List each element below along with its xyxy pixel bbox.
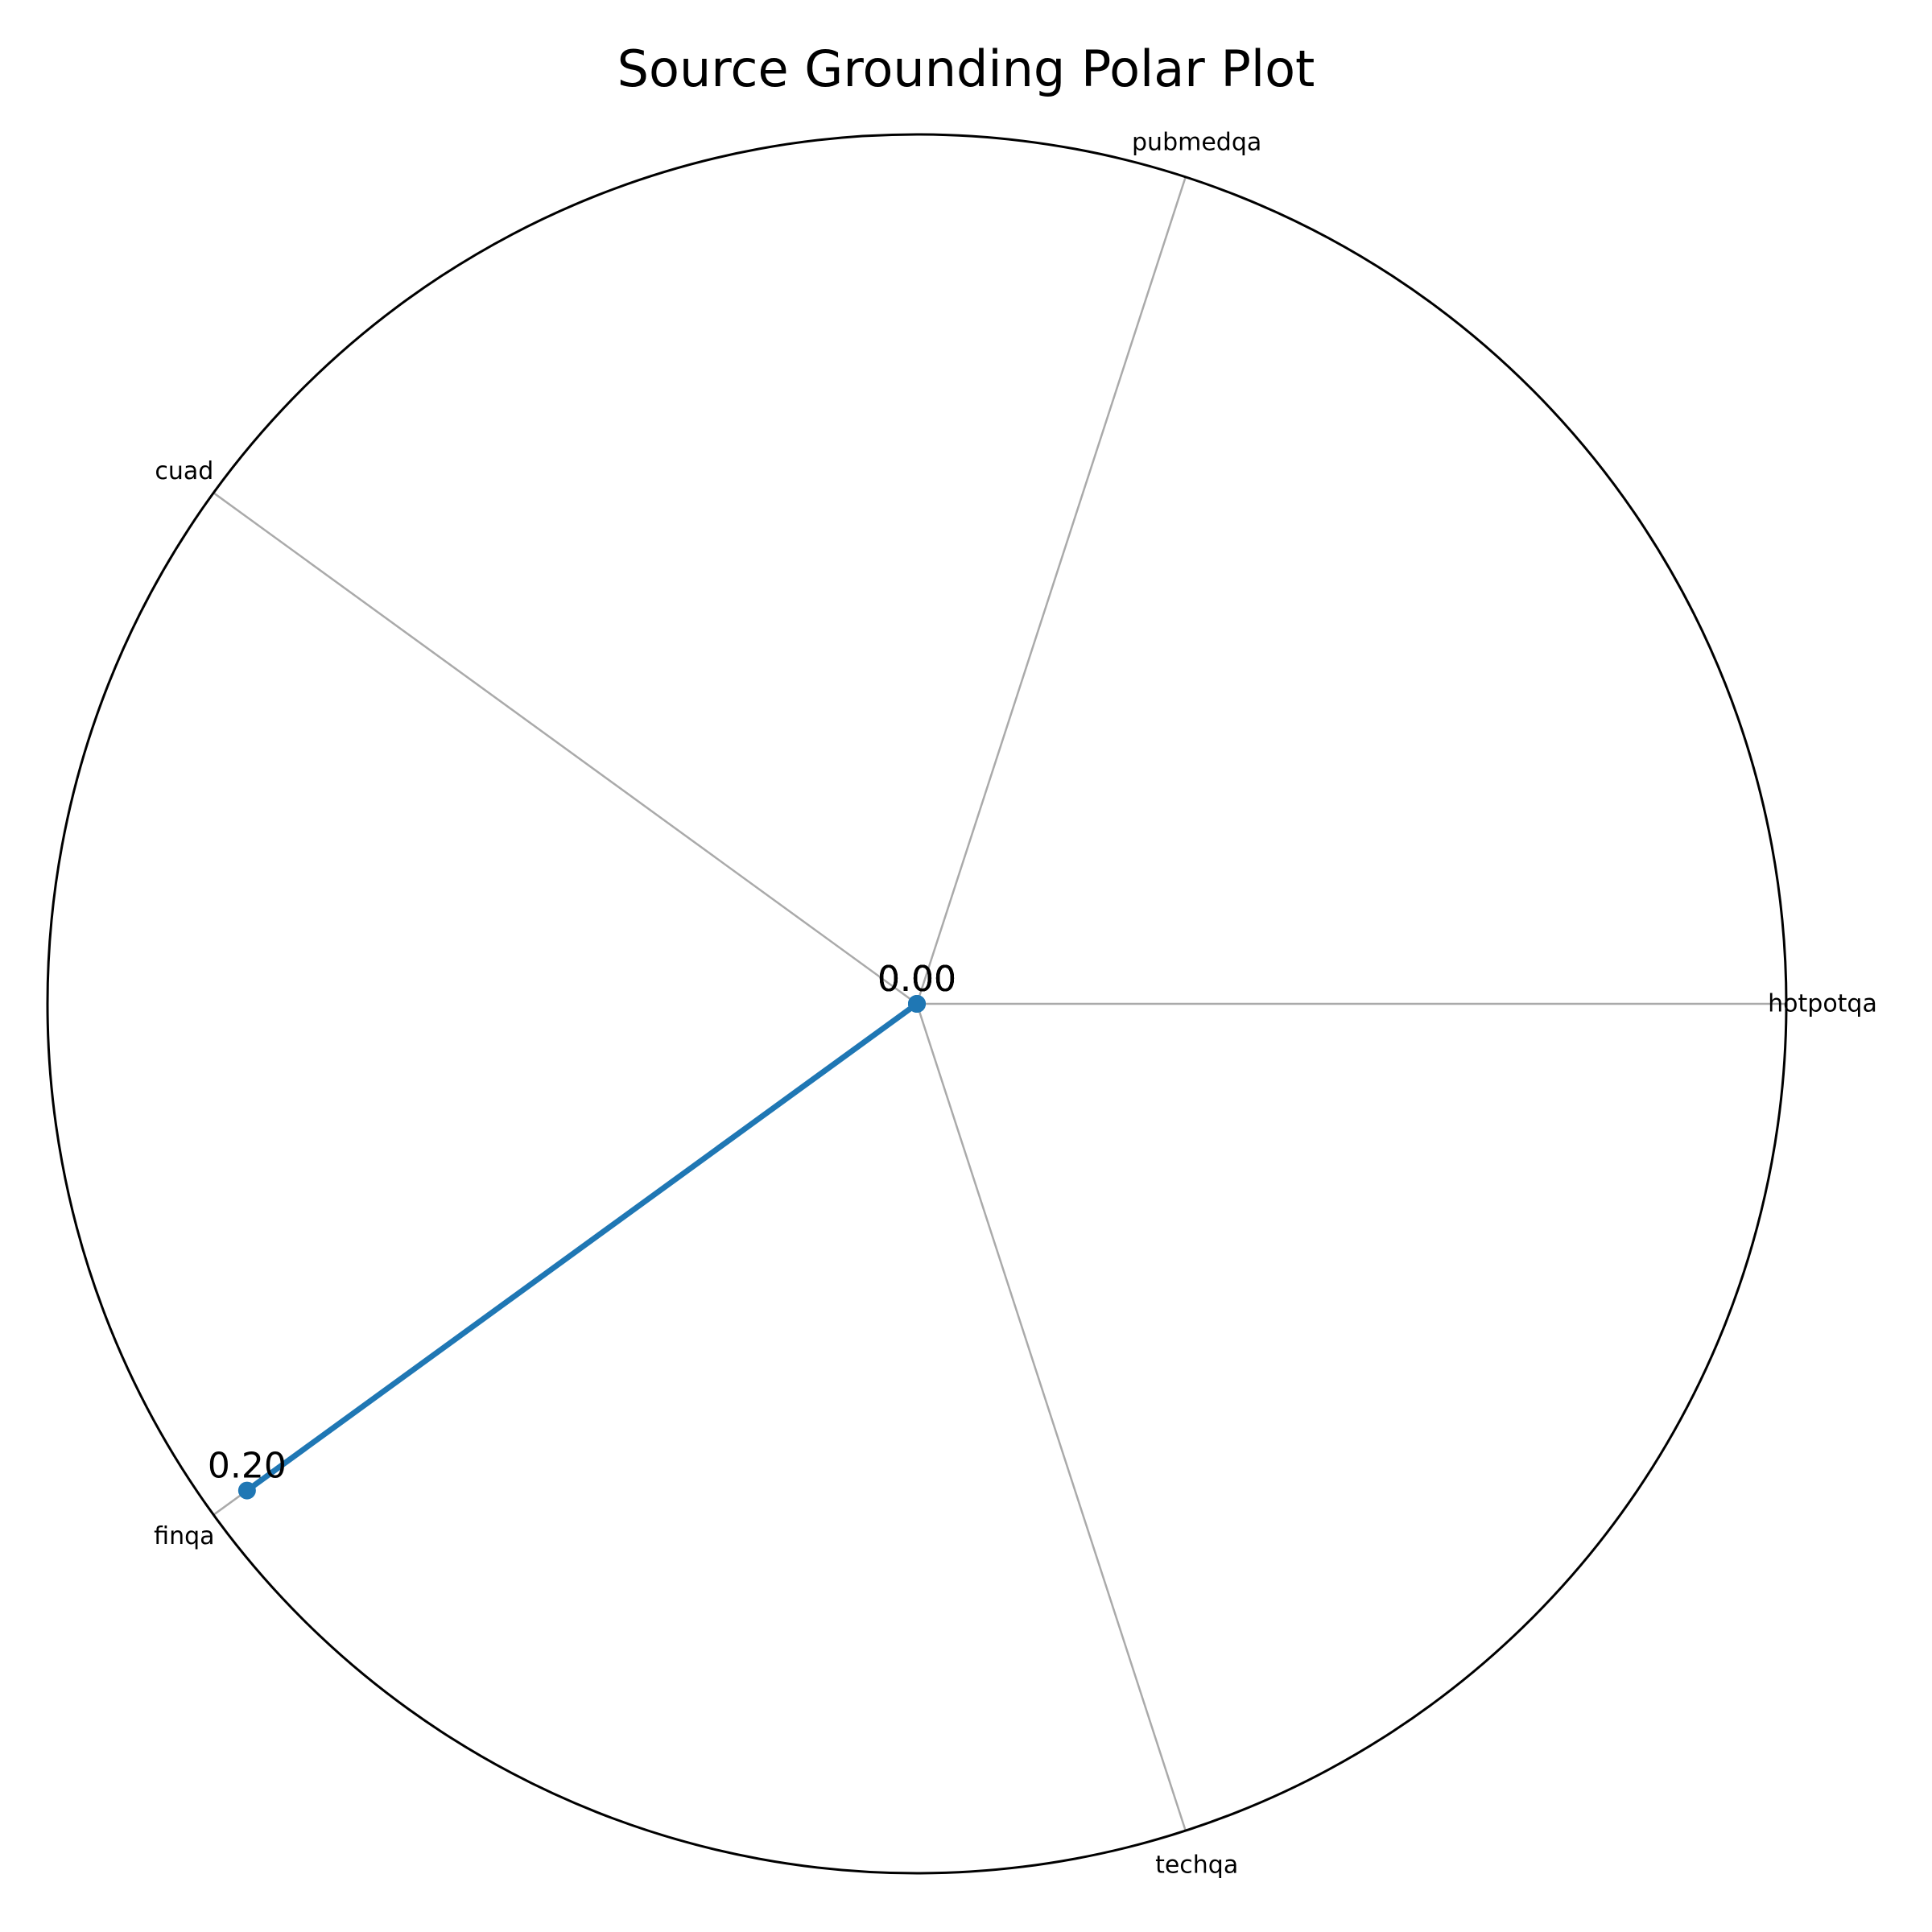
axis-label-cuad: cuad xyxy=(155,457,213,485)
axis-label-finqa: finqa xyxy=(154,1522,214,1550)
axis-label-pubmedqa: pubmedqa xyxy=(1132,129,1261,157)
chart-title: Source Grounding Polar Plot xyxy=(617,39,1315,98)
data-point-finqa xyxy=(237,1481,256,1500)
data-label-cuad: 0.00 xyxy=(877,959,956,1000)
axis-label-hotpotqa: hotpotqa xyxy=(1768,990,1877,1018)
data-label-finqa: 0.20 xyxy=(208,1446,287,1487)
axis-labels: hotpotqa pubmedqa cuad finqa techqa xyxy=(154,129,1877,1880)
spoke-lines xyxy=(213,176,1786,1831)
series-line-0 xyxy=(244,1001,919,1494)
spoke-techqa xyxy=(915,1003,1187,1831)
data-label-techqa: 0.00 xyxy=(877,959,956,1000)
data-point-techqa xyxy=(908,995,926,1013)
axis-label-techqa: techqa xyxy=(1155,1851,1238,1879)
data-labels: 0.000.000.000.200.00 xyxy=(208,959,956,1487)
series-layer xyxy=(237,995,926,1500)
data-label-hotpotqa: 0.00 xyxy=(877,959,956,1000)
polar-frame xyxy=(46,133,1788,1875)
data-label-pubmedqa: 0.00 xyxy=(877,959,956,1000)
spoke-pubmedqa xyxy=(915,176,1187,1005)
spoke-cuad xyxy=(213,492,918,1005)
